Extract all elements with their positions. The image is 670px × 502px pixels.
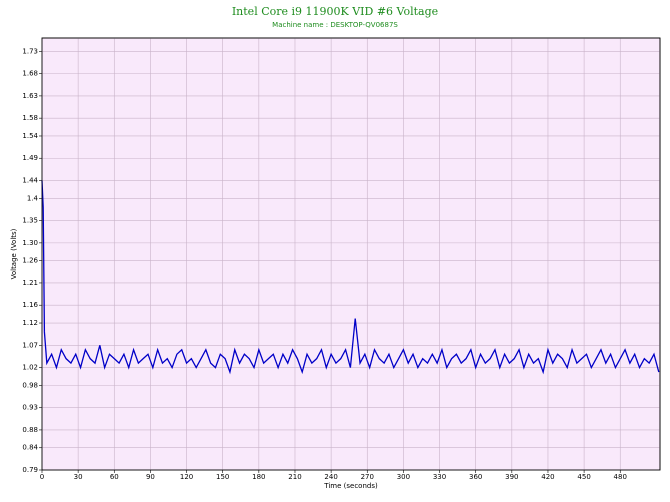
x-tick-label: 210 [288, 473, 301, 481]
y-tick-label: 1.4 [27, 194, 39, 202]
y-tick-label: 1.44 [22, 177, 38, 185]
x-tick-label: 90 [146, 473, 155, 481]
y-tick-label: 1.07 [22, 341, 38, 349]
x-tick-label: 180 [252, 473, 265, 481]
y-tick-label: 1.68 [22, 70, 38, 78]
y-tick-label: 1.58 [22, 114, 38, 122]
y-tick-label: 0.93 [22, 404, 38, 412]
y-tick-label: 1.16 [22, 301, 38, 309]
y-tick-label: 1.49 [22, 154, 38, 162]
plot-border [41, 37, 661, 471]
x-tick-label: 330 [433, 473, 446, 481]
y-tick-label: 1.02 [22, 364, 38, 372]
chart-subtitle: Machine name : DESKTOP-QV0687S [272, 21, 398, 29]
y-tick-label: 1.12 [22, 319, 38, 327]
y-tick-label: 0.84 [22, 444, 38, 452]
x-tick-label: 0 [40, 473, 44, 481]
x-tick-label: 450 [577, 473, 590, 481]
y-tick-label: 0.98 [22, 381, 38, 389]
x-tick-label: 60 [110, 473, 119, 481]
y-tick-label: 1.30 [22, 239, 38, 247]
y-tick-label: 0.79 [22, 466, 38, 474]
x-tick-label: 420 [541, 473, 554, 481]
y-tick-label: 1.21 [22, 279, 38, 287]
plot-area [41, 37, 661, 471]
y-tick-label: 1.73 [22, 47, 38, 55]
y-tick-label: 1.54 [22, 132, 38, 140]
x-tick-label: 360 [469, 473, 482, 481]
x-axis-label: Time (seconds) [323, 482, 378, 490]
x-tick-label: 390 [505, 473, 518, 481]
x-tick-label: 300 [397, 473, 410, 481]
y-tick-label: 1.26 [22, 257, 38, 265]
y-tick-label: 1.35 [22, 217, 38, 225]
x-tick-label: 480 [614, 473, 627, 481]
x-tick-label: 270 [361, 473, 374, 481]
data-line [41, 180, 660, 375]
y-tick-label: 1.63 [22, 92, 38, 100]
x-tick-label: 30 [74, 473, 83, 481]
x-tick-label: 150 [216, 473, 229, 481]
y-tick-label: 0.88 [22, 426, 38, 434]
chart-title: Intel Core i9 11900K VID #6 Voltage [232, 5, 438, 18]
y-axis-label: Voltage (Volts) [10, 228, 18, 279]
x-tick-label: 240 [324, 473, 337, 481]
x-tick-label: 120 [180, 473, 193, 481]
